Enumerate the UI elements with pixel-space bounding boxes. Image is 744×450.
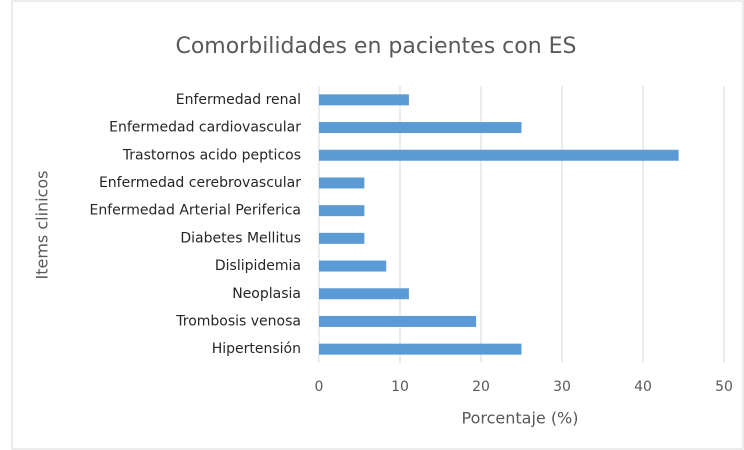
bar [319,232,365,244]
y-tick-label: Enfermedad cerebrovascular [99,175,301,191]
x-tick-label: 20 [472,379,490,395]
x-axis-label: Porcentaje (%) [461,409,578,428]
y-tick-label: Enfermedad cardiovascular [109,120,301,136]
y-tick-label: Trombosis venosa [175,313,301,329]
x-tick-label: 50 [715,379,733,395]
y-axis-label: Items clinicos [33,170,52,279]
bar [319,122,522,134]
y-tick-label: Neoplasia [232,286,301,302]
y-tick-label: Dislipidemia [215,258,301,274]
y-tick-label: Hipertensión [212,341,301,357]
y-tick-label: Enfermedad Arterial Periferica [90,203,302,219]
y-tick-label: Trastornos acido pepticos [122,147,301,163]
x-tick-label: 40 [634,379,652,395]
bar [319,94,409,106]
x-tick-label: 0 [315,379,324,395]
bar [319,260,387,272]
chart-title: Comorbilidades en pacientes con ES [175,34,576,59]
y-tick-label: Diabetes Mellitus [180,230,301,246]
bar [319,343,522,355]
y-tick-label: Enfermedad renal [176,92,301,108]
bar [319,205,365,217]
bar [319,177,365,189]
bar [319,149,679,161]
x-tick-label: 30 [553,379,571,395]
bar [319,315,477,327]
chart-frame [11,0,744,450]
x-tick-label: 10 [391,379,409,395]
bar [319,288,409,300]
